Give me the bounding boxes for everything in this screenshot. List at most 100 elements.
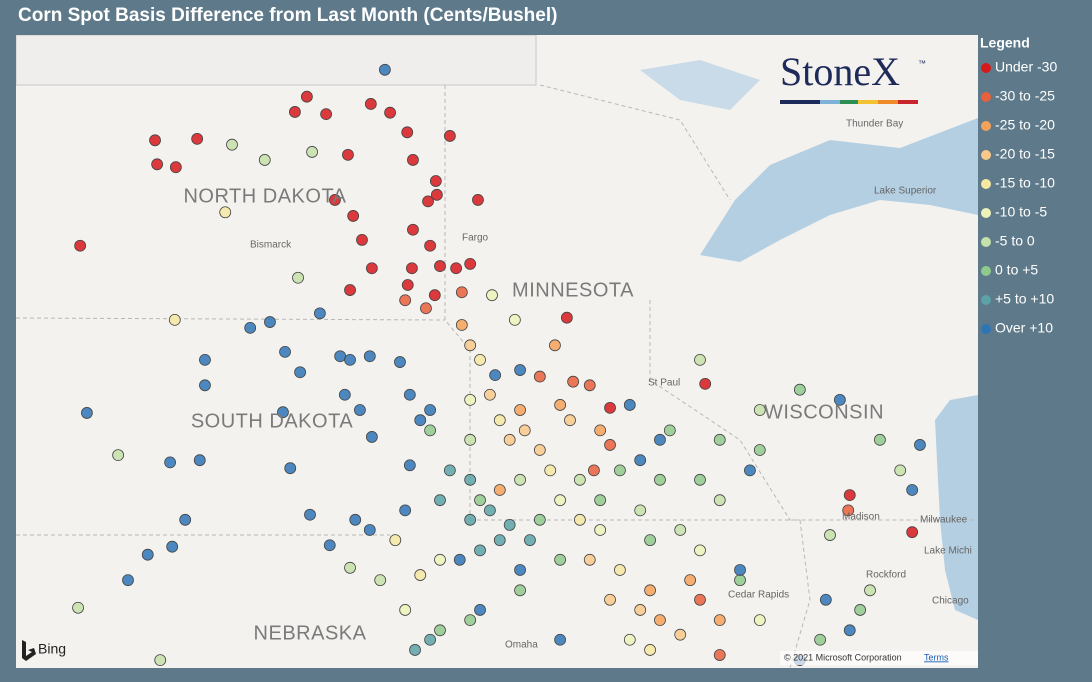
location-point <box>424 239 437 252</box>
location-point <box>414 569 427 581</box>
location-point <box>508 313 521 326</box>
location-point <box>793 383 806 396</box>
legend-label: -5 to 0 <box>995 233 1035 249</box>
location-point <box>428 289 441 302</box>
legend-label: -30 to -25 <box>995 88 1055 104</box>
legend-swatch <box>981 208 991 218</box>
location-point <box>313 307 326 320</box>
location-point <box>464 433 477 446</box>
location-point <box>472 194 484 206</box>
location-point <box>533 513 546 526</box>
legend-swatch <box>981 63 991 73</box>
location-point <box>713 433 726 446</box>
location-point <box>604 401 616 414</box>
location-point <box>644 534 656 547</box>
location-point <box>409 644 421 656</box>
location-point <box>394 356 406 368</box>
border <box>649 300 978 521</box>
location-point <box>819 593 832 606</box>
location-point <box>493 484 506 496</box>
location-point <box>154 654 167 667</box>
legend-label: Under -30 <box>995 59 1057 75</box>
location-point <box>289 106 301 118</box>
location-point <box>474 353 486 366</box>
location-point <box>560 311 573 324</box>
location-point <box>486 289 498 302</box>
location-point <box>623 633 636 646</box>
location-point <box>894 464 907 477</box>
location-point <box>694 473 706 486</box>
location-point <box>604 593 616 606</box>
state-label: WISCONSIN <box>764 401 884 423</box>
location-point <box>874 433 886 446</box>
place-label: Omaha <box>505 640 538 651</box>
location-point <box>854 604 867 616</box>
state-label: MINNESOTA <box>512 279 634 301</box>
location-point <box>814 633 827 646</box>
location-point <box>364 98 377 110</box>
legend-label: -25 to -20 <box>995 117 1055 133</box>
location-point <box>514 584 526 597</box>
location-point <box>744 464 756 477</box>
location-point <box>594 494 607 507</box>
state-label: SOUTH DAKOTA <box>191 410 353 432</box>
canada-strip <box>16 35 537 86</box>
map[interactable]: NORTH DAKOTA SOUTH DAKOTA MINNESOTA WISC… <box>16 35 978 668</box>
location-point <box>524 534 536 547</box>
terms-link[interactable]: Terms <box>924 652 949 662</box>
location-point <box>81 407 93 419</box>
location-point <box>654 473 666 486</box>
logo-segment <box>878 100 898 104</box>
location-point <box>365 262 378 275</box>
location-point <box>363 350 376 363</box>
location-point <box>567 375 580 388</box>
location-point <box>544 464 557 477</box>
legend-title: Legend <box>980 35 1030 51</box>
title: Corn Spot Basis Difference from Last Mon… <box>18 5 557 26</box>
location-point <box>713 494 726 507</box>
bing-icon <box>22 640 36 661</box>
legend-swatch <box>981 150 991 160</box>
location-point <box>277 406 289 419</box>
location-point <box>424 424 437 437</box>
location-point <box>453 553 466 566</box>
location-point <box>169 161 182 174</box>
location-point <box>455 286 468 299</box>
location-point <box>164 456 177 469</box>
map-background <box>16 35 978 668</box>
legend-swatch <box>981 324 991 334</box>
location-point <box>493 414 506 427</box>
legend-label: -10 to -5 <box>995 204 1047 220</box>
location-point <box>399 604 412 616</box>
location-point <box>363 524 376 536</box>
logo-segment <box>840 100 858 104</box>
location-point <box>166 540 179 553</box>
location-point <box>168 313 181 326</box>
border <box>789 519 811 668</box>
location-point <box>199 353 211 366</box>
location-point <box>455 319 468 331</box>
location-point <box>489 369 502 382</box>
location-point <box>634 504 647 517</box>
attribution-bg <box>780 651 978 665</box>
location-point <box>374 574 387 587</box>
location-point <box>292 271 304 284</box>
location-point <box>389 534 402 547</box>
location-point <box>713 649 726 661</box>
location-point <box>663 424 676 437</box>
location-point <box>149 134 161 147</box>
legend-label: -15 to -10 <box>995 175 1055 191</box>
location-point <box>365 431 378 443</box>
location-point <box>753 614 766 627</box>
location-point <box>244 321 257 334</box>
location-point <box>514 404 526 416</box>
logo: StoneX <box>780 49 900 94</box>
location-point <box>554 553 567 566</box>
place-label: Lake Superior <box>874 186 937 197</box>
location-point <box>424 633 437 646</box>
location-point <box>401 126 414 139</box>
points <box>72 63 926 667</box>
location-point <box>424 404 437 416</box>
place-label: Bismarck <box>250 240 292 251</box>
